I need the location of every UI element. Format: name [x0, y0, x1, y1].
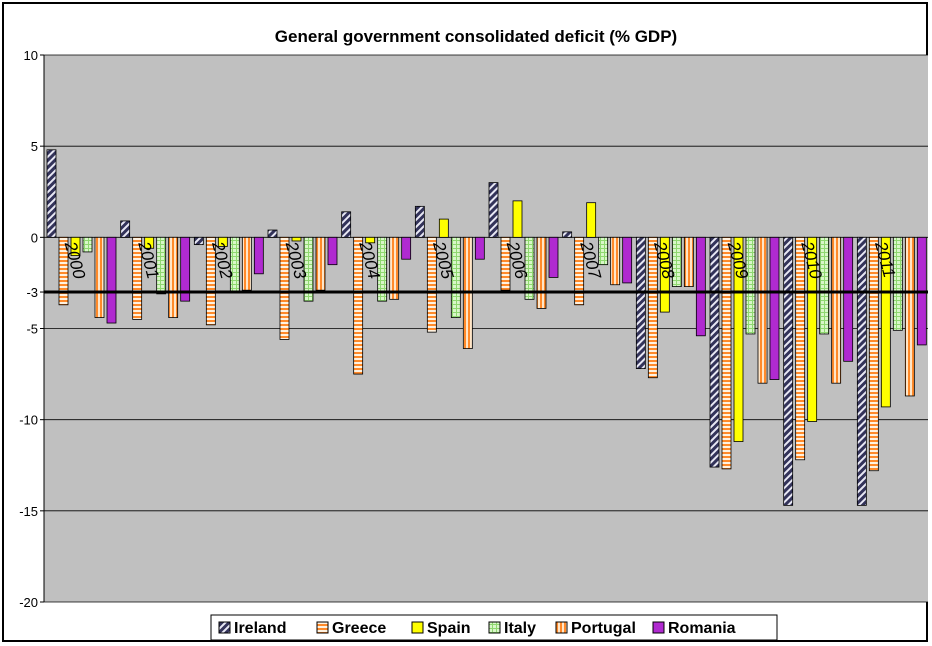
- bar-spain-2010: [807, 236, 818, 422]
- bar-italy-2004: [377, 236, 388, 302]
- bar-greece-2008: [647, 236, 658, 379]
- bar-greece-2011: [868, 236, 879, 472]
- legend-swatch-italy: [488, 621, 501, 634]
- bar-italy-2000: [82, 236, 93, 253]
- bar-spain-2001: [144, 236, 155, 249]
- bar-romania-2006: [548, 236, 559, 278]
- y-tick-label: 5: [31, 139, 38, 154]
- bar-italy-2011: [892, 236, 903, 331]
- y-tick-label: -10: [19, 413, 38, 428]
- bar-portugal-2007: [610, 236, 621, 286]
- y-tick-label: -5: [26, 322, 38, 337]
- legend-label-spain: Spain: [427, 620, 471, 637]
- y-tick-label: -3: [26, 285, 38, 300]
- chart-title: General government consolidated deficit …: [275, 27, 677, 46]
- bar-romania-2007: [622, 236, 633, 284]
- bar-portugal-2003: [315, 236, 326, 291]
- bar-spain-2005: [438, 218, 449, 238]
- bar-ireland-2008: [635, 236, 646, 370]
- bar-romania-2005: [474, 236, 485, 260]
- bar-portugal-2004: [389, 236, 400, 300]
- bar-italy-2009: [745, 236, 756, 335]
- bar-greece-2006: [500, 236, 511, 291]
- bar-portugal-2002: [241, 236, 252, 291]
- bar-greece-2009: [721, 236, 732, 470]
- bar-romania-2001: [180, 236, 191, 302]
- bar-greece-2010: [795, 236, 806, 461]
- bar-italy-2007: [598, 236, 609, 266]
- bar-romania-2004: [401, 236, 412, 260]
- legend-swatch-ireland: [218, 621, 231, 634]
- bar-spain-2006: [512, 200, 523, 238]
- bar-spain-2004: [365, 236, 376, 244]
- bar-romania-2003: [327, 236, 338, 266]
- bar-portugal-2001: [168, 236, 179, 318]
- bar-greece-2003: [279, 236, 290, 340]
- bar-italy-2010: [819, 236, 830, 335]
- bar-italy-2003: [303, 236, 314, 302]
- bar-italy-2006: [524, 236, 535, 300]
- bar-spain-2009: [733, 236, 744, 442]
- legend-label-greece: Greece: [332, 620, 386, 637]
- legend-label-portugal: Portugal: [571, 620, 636, 637]
- bar-greece-2004: [353, 236, 364, 375]
- bar-italy-2005: [450, 236, 461, 318]
- bar-ireland-2010: [783, 236, 794, 506]
- legend-swatch-spain: [411, 621, 424, 634]
- bar-greece-2007: [574, 236, 585, 306]
- legend-label-romania: Romania: [668, 620, 736, 637]
- bar-portugal-2008: [683, 236, 694, 287]
- bar-greece-2005: [426, 236, 437, 333]
- bar-spain-2008: [659, 236, 670, 313]
- bar-greece-2002: [205, 236, 216, 326]
- bar-ireland-2000: [46, 149, 57, 238]
- bar-italy-2001: [156, 236, 167, 295]
- bar-ireland-2005: [414, 205, 425, 238]
- bar-spain-2011: [880, 236, 891, 408]
- bar-ireland-2004: [341, 211, 352, 238]
- legend-label-italy: Italy: [504, 620, 536, 637]
- bar-portugal-2006: [536, 236, 547, 309]
- bar-ireland-2011: [856, 236, 867, 506]
- bar-portugal-2009: [757, 236, 768, 384]
- y-tick-label: -20: [19, 595, 38, 610]
- bar-greece-2000: [58, 236, 69, 306]
- legend-swatch-greece: [316, 621, 329, 634]
- grid-lines: [44, 54, 928, 603]
- bar-romania-2009: [769, 236, 780, 380]
- bar-spain-2002: [217, 236, 228, 247]
- bar-spain-2007: [586, 202, 597, 238]
- bar-ireland-2009: [709, 236, 720, 468]
- legend: Ireland Greece Spain Italy Portugal Romania: [210, 614, 778, 640]
- bar-spain-2003: [291, 236, 302, 242]
- y-axis: 10 5 0 -3 -5 -10 -15 -20: [19, 48, 45, 610]
- legend-label-ireland: Ireland: [234, 620, 286, 637]
- bar-ireland-2006: [488, 182, 499, 238]
- y-tick-label: -15: [19, 504, 38, 519]
- bar-ireland-2003: [267, 229, 278, 238]
- bar-greece-2001: [132, 236, 143, 320]
- bar-italy-2008: [671, 236, 682, 287]
- bar-portugal-2011: [904, 236, 915, 397]
- bar-portugal-2010: [831, 236, 842, 384]
- bar-romania-2002: [253, 236, 264, 275]
- bar-portugal-2000: [94, 236, 105, 318]
- bar-romania-2000: [106, 236, 117, 324]
- bar-ireland-2007: [562, 231, 573, 238]
- bar-spain-2000: [70, 236, 81, 256]
- y-tick-label: 10: [24, 48, 38, 63]
- bar-romania-2008: [695, 236, 706, 337]
- bar-ireland-2002: [193, 236, 204, 246]
- bar-ireland-2001: [120, 220, 131, 238]
- y-tick-label: 0: [31, 230, 38, 245]
- legend-swatch-romania: [652, 621, 665, 634]
- legend-swatch-portugal: [555, 621, 568, 634]
- bar-romania-2010: [843, 236, 854, 362]
